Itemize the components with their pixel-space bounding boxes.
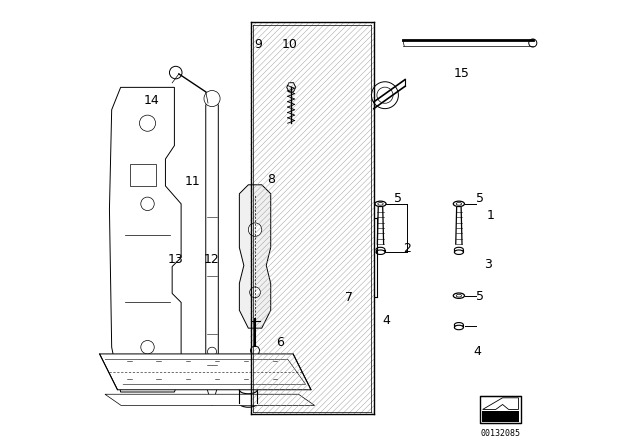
Ellipse shape	[239, 399, 257, 407]
Bar	[482, 411, 520, 422]
Circle shape	[529, 39, 537, 47]
Ellipse shape	[454, 323, 463, 327]
Text: 8: 8	[267, 172, 275, 186]
Circle shape	[140, 115, 156, 131]
Text: 5: 5	[394, 191, 401, 205]
Text: 4: 4	[382, 314, 390, 327]
Circle shape	[250, 287, 260, 298]
Text: 5: 5	[476, 191, 484, 205]
Circle shape	[141, 197, 154, 211]
Polygon shape	[239, 185, 271, 328]
Polygon shape	[207, 388, 218, 405]
Bar	[481, 396, 521, 423]
Circle shape	[372, 82, 399, 109]
Bar	[130, 164, 157, 186]
Polygon shape	[105, 394, 315, 405]
Ellipse shape	[239, 386, 257, 394]
Ellipse shape	[376, 247, 385, 252]
Text: 13: 13	[168, 253, 184, 267]
Text: 9: 9	[254, 38, 262, 52]
Text: 4: 4	[474, 345, 482, 358]
Ellipse shape	[454, 325, 463, 330]
Text: 7: 7	[345, 291, 353, 305]
Circle shape	[207, 347, 216, 356]
Ellipse shape	[375, 201, 386, 207]
Text: 2: 2	[403, 242, 412, 255]
Text: 5: 5	[476, 290, 484, 303]
Circle shape	[251, 346, 260, 355]
Circle shape	[170, 66, 182, 79]
Text: 1: 1	[486, 208, 494, 222]
Ellipse shape	[454, 250, 463, 254]
Circle shape	[141, 340, 154, 354]
Text: 6: 6	[276, 336, 284, 349]
Ellipse shape	[376, 250, 385, 254]
Polygon shape	[206, 92, 218, 388]
Circle shape	[204, 90, 220, 107]
Ellipse shape	[456, 294, 461, 297]
Text: 12: 12	[204, 253, 219, 267]
Text: 10: 10	[282, 38, 298, 52]
Text: 15: 15	[453, 67, 469, 81]
Text: 3: 3	[484, 258, 492, 271]
Circle shape	[377, 87, 393, 103]
Ellipse shape	[378, 202, 383, 205]
Text: 11: 11	[184, 175, 200, 188]
Polygon shape	[483, 398, 518, 409]
Ellipse shape	[454, 247, 463, 252]
Polygon shape	[100, 354, 311, 390]
Polygon shape	[251, 22, 374, 414]
Polygon shape	[287, 83, 296, 92]
Ellipse shape	[453, 201, 465, 207]
Polygon shape	[109, 87, 181, 392]
Ellipse shape	[453, 293, 465, 298]
Text: 00132085: 00132085	[481, 429, 520, 438]
Circle shape	[248, 223, 262, 237]
Text: 14: 14	[144, 94, 160, 108]
Ellipse shape	[456, 202, 461, 205]
